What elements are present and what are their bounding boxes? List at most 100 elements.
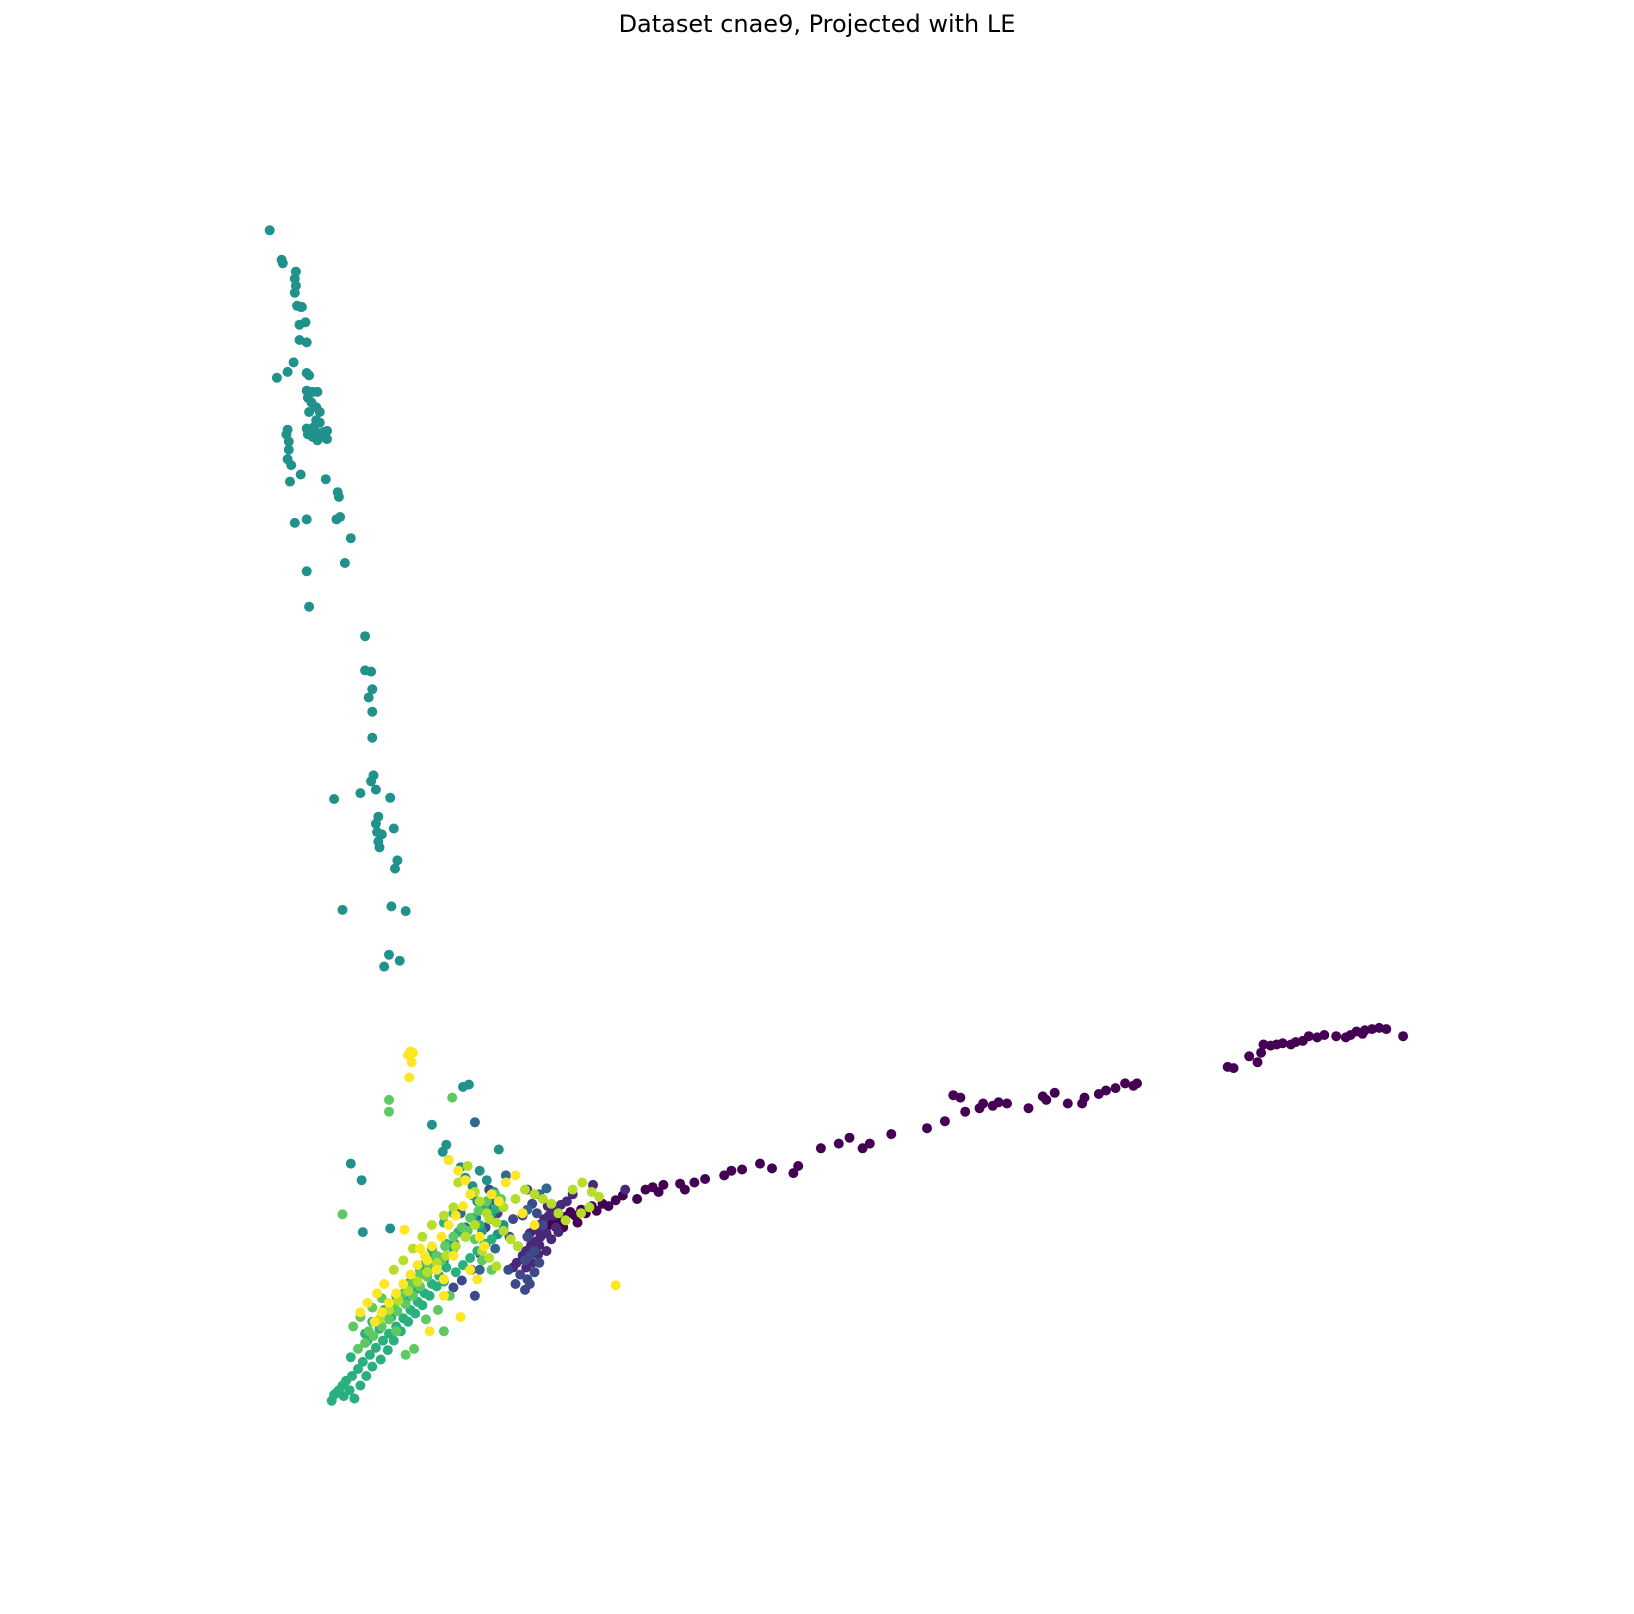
data-point xyxy=(1110,1083,1121,1094)
data-point xyxy=(438,1210,449,1221)
data-point xyxy=(1285,1039,1296,1050)
data-point xyxy=(700,1174,711,1184)
data-point xyxy=(572,1217,583,1228)
data-point xyxy=(370,818,381,829)
data-point xyxy=(529,1267,540,1278)
data-point xyxy=(345,1352,356,1363)
data-point xyxy=(1062,1098,1073,1109)
data-point xyxy=(339,558,350,568)
data-point xyxy=(355,788,366,799)
data-point xyxy=(271,372,282,383)
data-point xyxy=(453,1165,464,1176)
data-point xyxy=(277,258,288,269)
data-point xyxy=(531,1208,542,1219)
data-point xyxy=(431,1257,442,1268)
data-point xyxy=(367,1361,378,1372)
data-point xyxy=(474,1231,485,1242)
data-point xyxy=(391,1326,402,1337)
data-point xyxy=(508,1214,519,1225)
data-point xyxy=(491,1261,502,1272)
data-point xyxy=(443,1220,454,1230)
data-point xyxy=(472,1274,483,1285)
data-point xyxy=(1128,1080,1139,1091)
data-point xyxy=(436,1231,447,1242)
data-point xyxy=(422,1255,433,1266)
data-point xyxy=(1258,1039,1269,1050)
data-point xyxy=(440,1241,451,1252)
data-point xyxy=(726,1165,737,1176)
data-point xyxy=(450,1210,461,1221)
data-point xyxy=(546,1198,557,1209)
data-point xyxy=(301,514,312,525)
data-point xyxy=(486,1234,497,1245)
data-point xyxy=(1256,1047,1267,1058)
data-point xyxy=(322,434,332,445)
data-point xyxy=(481,1175,492,1186)
data-point xyxy=(353,1364,363,1374)
data-point xyxy=(1093,1089,1104,1099)
data-point xyxy=(465,1212,476,1223)
data-point xyxy=(541,1183,552,1194)
data-point xyxy=(529,1220,540,1230)
data-point xyxy=(576,1208,587,1219)
data-point xyxy=(282,366,293,377)
data-point xyxy=(355,1307,366,1318)
data-point xyxy=(407,1243,418,1254)
data-point xyxy=(788,1168,799,1179)
data-point xyxy=(586,1187,597,1197)
data-point xyxy=(314,407,325,417)
data-point xyxy=(421,1314,431,1325)
data-point xyxy=(426,1241,437,1252)
data-point xyxy=(312,435,323,446)
data-point xyxy=(510,1170,521,1181)
data-point xyxy=(458,1260,468,1271)
data-point xyxy=(301,566,312,577)
data-point xyxy=(1120,1078,1131,1089)
data-point xyxy=(304,601,315,612)
data-point xyxy=(422,1267,433,1278)
data-point xyxy=(1228,1063,1239,1074)
data-point xyxy=(412,1260,423,1271)
data-point xyxy=(1312,1032,1323,1043)
data-point xyxy=(438,1326,449,1337)
data-point xyxy=(469,1290,480,1301)
data-point xyxy=(385,792,396,803)
data-point xyxy=(584,1202,595,1213)
data-point xyxy=(500,1177,511,1188)
data-point xyxy=(441,1262,452,1273)
data-point xyxy=(289,517,300,528)
data-point xyxy=(481,1196,492,1207)
data-point xyxy=(658,1179,669,1190)
data-point xyxy=(522,1231,533,1242)
data-point xyxy=(948,1090,959,1101)
data-point xyxy=(844,1132,855,1143)
data-point xyxy=(312,386,323,397)
data-point xyxy=(675,1178,686,1189)
data-point xyxy=(367,684,378,695)
data-point xyxy=(288,357,299,368)
points-layer xyxy=(264,225,1409,1406)
data-point xyxy=(437,1146,448,1157)
data-point xyxy=(301,337,312,348)
chart-title: Dataset cnae9, Projected with LE xyxy=(618,10,1016,38)
data-point xyxy=(974,1103,985,1114)
data-point xyxy=(366,776,377,787)
data-point xyxy=(546,1234,557,1245)
data-point xyxy=(553,1208,564,1219)
data-point xyxy=(348,1321,359,1332)
data-point xyxy=(431,1264,442,1275)
data-point xyxy=(355,1380,366,1391)
data-point xyxy=(510,1279,521,1289)
data-point xyxy=(390,863,400,874)
data-point xyxy=(329,794,340,804)
data-point xyxy=(490,1243,501,1254)
data-point xyxy=(1002,1098,1012,1109)
data-point xyxy=(1252,1057,1263,1068)
data-point xyxy=(484,1253,495,1263)
data-point xyxy=(469,1220,480,1230)
data-point xyxy=(357,1227,368,1238)
data-point xyxy=(432,1305,443,1315)
data-point xyxy=(426,1220,437,1230)
data-point xyxy=(314,417,325,428)
